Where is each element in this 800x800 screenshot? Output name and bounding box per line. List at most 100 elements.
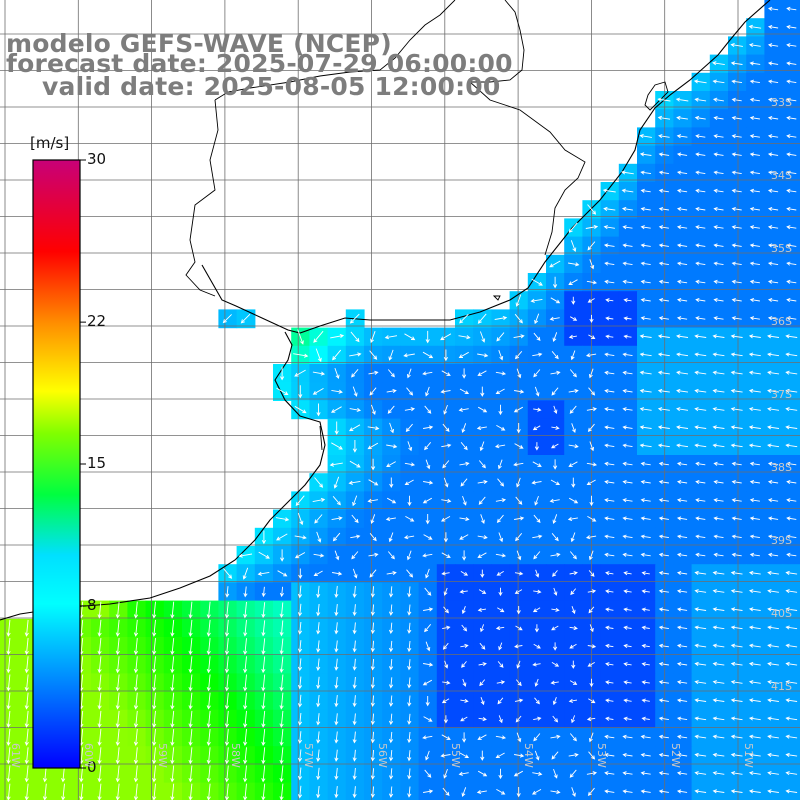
wind-arrow (133, 619, 139, 637)
wind-arrow (731, 115, 742, 121)
wind-arrow (332, 571, 343, 576)
wind-arrow (294, 369, 306, 377)
wind-arrow (460, 698, 469, 703)
wind-arrow (570, 350, 576, 361)
wind-arrow (316, 658, 321, 671)
wind-arrow (748, 388, 761, 393)
wind-arrow (441, 571, 450, 576)
wind-arrow (152, 619, 157, 637)
wind-arrow (676, 479, 688, 485)
wind-arrow (695, 188, 706, 193)
wind-arrow (730, 443, 743, 448)
wind-arrow (589, 624, 594, 633)
wind-arrow (731, 498, 742, 503)
wind-arrow (695, 498, 706, 503)
wind-arrow (386, 388, 397, 394)
wind-arrow (279, 692, 284, 710)
longitude-label: 53W (595, 743, 609, 768)
wind-arrow (477, 479, 488, 485)
wind-arrow (495, 498, 507, 503)
wind-arrow (622, 752, 633, 758)
wind-arrow (731, 516, 742, 521)
wind-arrow (350, 534, 361, 539)
wind-arrow (352, 585, 357, 598)
wind-arrow (767, 680, 779, 685)
wind-arrow (443, 715, 448, 724)
wind-arrow (713, 206, 724, 212)
wind-arrow (712, 407, 725, 412)
wind-arrow (622, 225, 633, 230)
wind-arrow (730, 789, 743, 794)
wind-arrow (532, 771, 543, 776)
wind-arrow (694, 625, 707, 630)
wind-arrow (514, 516, 525, 521)
wind-arrow (657, 352, 670, 357)
wind-arrow (570, 588, 577, 596)
wind-arrow (658, 461, 669, 466)
wind-arrow (459, 313, 469, 324)
wind-arrow (297, 767, 303, 781)
wind-arrow (261, 729, 266, 747)
wind-arrow (385, 516, 396, 522)
wind-arrow (115, 656, 120, 674)
wind-arrow (785, 771, 798, 776)
wind-arrow (553, 276, 558, 289)
wind-arrow (370, 586, 375, 598)
wind-arrow (640, 316, 651, 321)
lagoon (644, 81, 669, 111)
wind-arrow (658, 607, 669, 612)
wind-arrow (206, 710, 211, 728)
wind-arrow (571, 715, 576, 724)
wind-arrow (639, 443, 652, 448)
wind-arrow (786, 552, 797, 557)
wind-arrow (498, 642, 503, 651)
wind-arrow (767, 643, 779, 648)
wind-arrow (676, 243, 688, 248)
wind-arrow (297, 694, 303, 708)
wind-arrow (206, 692, 211, 710)
wind-arrow (731, 552, 742, 557)
wind-arrow (604, 498, 615, 503)
wind-arrow (368, 479, 379, 486)
wind-arrow (622, 425, 633, 430)
wind-arrow (676, 297, 688, 303)
wind-arrow (24, 747, 29, 765)
wind-arrow (731, 479, 742, 485)
wind-arrow (713, 225, 724, 230)
wind-arrow (748, 607, 761, 612)
wind-arrow (334, 695, 339, 708)
wind-arrow (6, 692, 11, 710)
wind-arrow (242, 567, 249, 580)
wind-arrow (748, 734, 761, 739)
wind-arrow (423, 534, 433, 540)
wind-arrow (280, 366, 285, 381)
wind-arrow (730, 771, 743, 776)
wind-arrow (589, 259, 595, 270)
wind-arrow (170, 638, 175, 656)
wind-arrow (332, 349, 342, 361)
wind-arrow (622, 388, 633, 394)
wind-arrow (188, 747, 193, 765)
wind-arrow (515, 625, 523, 631)
wind-arrow (730, 42, 743, 48)
wind-arrow (712, 789, 725, 794)
wind-arrow (405, 423, 413, 432)
wind-arrow (786, 243, 797, 248)
wind-arrow (658, 680, 669, 685)
wind-arrow (749, 170, 760, 175)
wind-arrow (786, 261, 797, 266)
wind-arrow (370, 749, 375, 762)
wind-arrow (695, 243, 706, 248)
wind-arrow (297, 603, 303, 617)
wind-arrow (479, 642, 486, 650)
wind-arrow (713, 461, 724, 466)
wind-arrow (712, 680, 725, 685)
wind-arrow (713, 498, 724, 503)
wind-arrow (676, 534, 688, 539)
wind-arrow (133, 656, 139, 674)
wind-arrow (115, 692, 120, 710)
wind-arrow (785, 334, 798, 339)
wind-arrow (224, 601, 230, 619)
wind-arrow (604, 771, 615, 776)
wind-arrow (767, 552, 779, 557)
